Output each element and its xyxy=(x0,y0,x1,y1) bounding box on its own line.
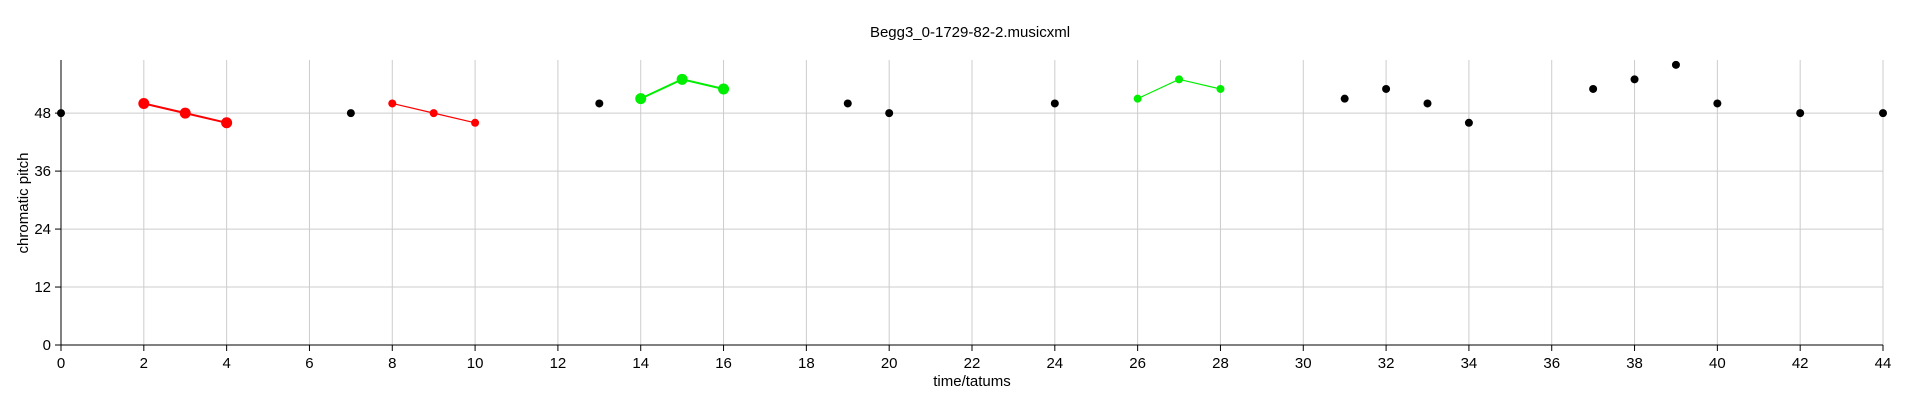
data-point xyxy=(885,109,894,118)
x-tick-label: 20 xyxy=(881,355,898,372)
x-tick-label: 10 xyxy=(467,355,484,372)
y-tick-label: 36 xyxy=(34,163,51,180)
data-point xyxy=(1175,75,1184,84)
grid xyxy=(61,60,1884,345)
data-point xyxy=(1630,75,1639,84)
x-tick-label: 26 xyxy=(1129,355,1146,372)
x-tick-label: 30 xyxy=(1295,355,1312,372)
x-tick-label: 2 xyxy=(140,355,148,372)
x-tick-label: 16 xyxy=(715,355,732,372)
x-tick-label: 44 xyxy=(1875,355,1892,372)
data-point xyxy=(718,83,730,95)
data-point xyxy=(179,107,191,119)
x-tick-label: 42 xyxy=(1792,355,1809,372)
series-lines xyxy=(143,78,1221,124)
y-tick-label: 12 xyxy=(34,279,51,296)
x-tick-label: 34 xyxy=(1461,355,1478,372)
y-tick-label: 48 xyxy=(34,105,51,122)
chart-title: Begg3_0-1729-82-2.musicxml xyxy=(870,24,1070,41)
data-point xyxy=(1589,84,1598,93)
data-point xyxy=(388,99,397,108)
data-point xyxy=(1671,60,1680,69)
x-tick-label: 40 xyxy=(1709,355,1726,372)
data-point xyxy=(471,118,480,127)
data-point xyxy=(635,93,647,105)
x-ticks: 0 2 4 6 8 10 12 14 16 18 20 22 24 26 28 30 32 34 36 38 40 42 4… xyxy=(57,345,1892,372)
data-point xyxy=(1879,109,1887,118)
data-point xyxy=(221,117,233,129)
data-point xyxy=(138,97,150,109)
x-tick-label: 18 xyxy=(798,355,815,372)
x-tick-label: 0 xyxy=(57,355,65,372)
data-point xyxy=(595,99,604,108)
data-point xyxy=(346,109,355,118)
data-point xyxy=(676,73,688,85)
data-point xyxy=(1464,118,1473,127)
y-ticks: 0 12 24 36 48 xyxy=(34,105,61,354)
x-tick-label: 22 xyxy=(964,355,981,372)
data-point xyxy=(57,109,65,118)
x-tick-label: 38 xyxy=(1626,355,1643,372)
data-points xyxy=(57,60,1887,129)
data-point xyxy=(1133,94,1142,103)
data-point xyxy=(1216,84,1225,93)
y-tick-label: 24 xyxy=(34,221,51,238)
data-point xyxy=(1713,99,1722,108)
data-point xyxy=(1423,99,1432,108)
x-tick-label: 8 xyxy=(388,355,396,372)
x-tick-label: 6 xyxy=(305,355,313,372)
x-tick-label: 14 xyxy=(632,355,649,372)
x-tick-label: 24 xyxy=(1046,355,1063,372)
data-point xyxy=(1340,94,1349,103)
x-axis-label: time/tatums xyxy=(933,373,1011,390)
x-tick-label: 36 xyxy=(1543,355,1560,372)
data-point xyxy=(843,99,852,108)
y-axis-label: chromatic pitch xyxy=(15,153,32,254)
x-tick-label: 32 xyxy=(1378,355,1395,372)
data-point xyxy=(1382,84,1391,93)
y-tick-label: 0 xyxy=(43,337,51,354)
data-point xyxy=(1796,109,1805,118)
x-tick-label: 28 xyxy=(1212,355,1229,372)
data-point xyxy=(429,109,438,118)
x-tick-label: 12 xyxy=(550,355,567,372)
data-point xyxy=(1050,99,1059,108)
x-tick-label: 4 xyxy=(222,355,230,372)
